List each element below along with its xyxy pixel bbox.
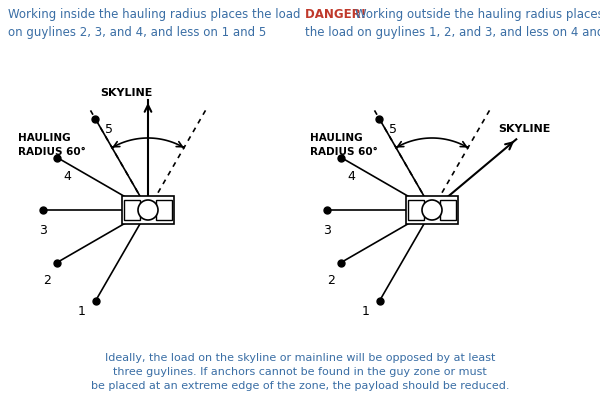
Circle shape xyxy=(422,200,442,220)
Circle shape xyxy=(138,200,158,220)
Text: 2: 2 xyxy=(43,275,51,288)
Bar xyxy=(122,196,174,224)
Text: Ideally, the load on the skyline or mainline will be opposed by at least
three g: Ideally, the load on the skyline or main… xyxy=(91,353,509,391)
Text: 3: 3 xyxy=(323,224,331,237)
Text: 4: 4 xyxy=(347,170,355,182)
Bar xyxy=(408,200,424,220)
Text: 5: 5 xyxy=(106,123,113,136)
Text: SKYLINE: SKYLINE xyxy=(100,88,152,98)
Text: the load on guylines 1, 2, and 3, and less on 4 and 5: the load on guylines 1, 2, and 3, and le… xyxy=(305,26,600,39)
Text: HAULING
RADIUS 60°: HAULING RADIUS 60° xyxy=(18,133,86,156)
Text: 2: 2 xyxy=(327,275,335,288)
Text: HAULING
RADIUS 60°: HAULING RADIUS 60° xyxy=(310,133,378,156)
Text: Working outside the hauling radius places: Working outside the hauling radius place… xyxy=(355,8,600,21)
Text: DANGER!: DANGER! xyxy=(305,8,370,21)
Text: 1: 1 xyxy=(362,305,370,318)
Bar xyxy=(156,200,172,220)
Text: Working inside the hauling radius places the load
on guylines 2, 3, and 4, and l: Working inside the hauling radius places… xyxy=(8,8,301,39)
Text: SKYLINE: SKYLINE xyxy=(498,124,550,134)
Text: 4: 4 xyxy=(63,170,71,182)
Text: 1: 1 xyxy=(77,305,85,318)
Bar xyxy=(124,200,140,220)
Bar xyxy=(406,196,458,224)
Text: 3: 3 xyxy=(39,224,47,237)
Bar xyxy=(440,200,456,220)
Text: 5: 5 xyxy=(389,123,397,136)
